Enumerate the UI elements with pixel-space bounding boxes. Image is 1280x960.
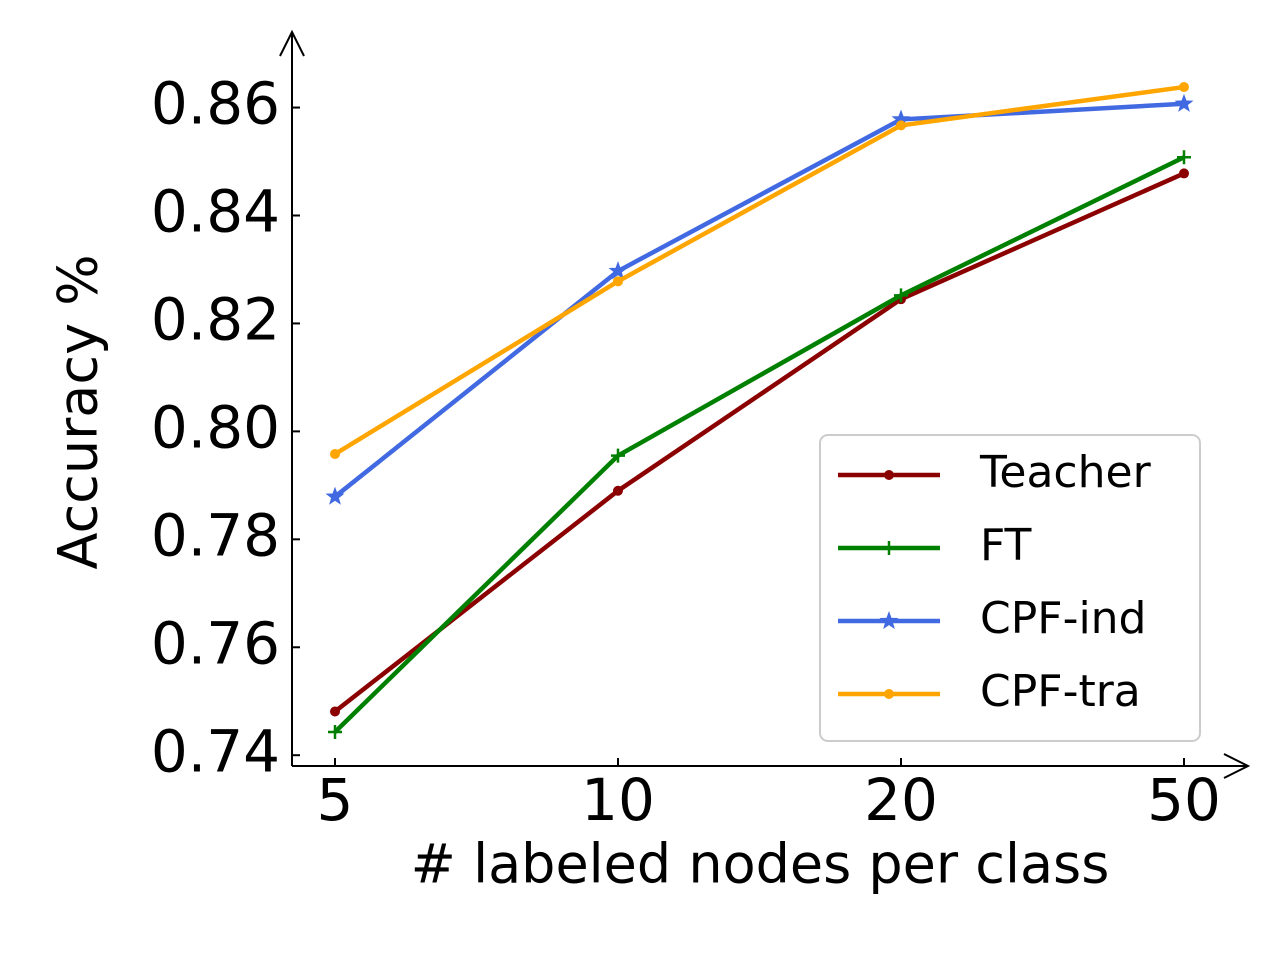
marker [1177, 150, 1191, 165]
x-tick-label: 10 [581, 766, 655, 834]
legend-label: Teacher [979, 447, 1152, 498]
marker [1179, 82, 1189, 93]
y-tick-label: 0.74 [151, 717, 280, 785]
y-axis-arrow [279, 29, 305, 57]
x-axis-arrow [1223, 753, 1251, 779]
series-line [333, 155, 1185, 734]
marker [1174, 93, 1194, 112]
marker [328, 724, 342, 739]
marker [884, 470, 894, 480]
marker [613, 485, 623, 496]
marker [879, 611, 899, 630]
marker [613, 276, 623, 287]
marker [330, 706, 340, 717]
marker [894, 288, 908, 303]
y-axis-label: Accuracy % [47, 254, 110, 569]
marker [884, 689, 894, 699]
y-tick-label: 0.76 [151, 609, 280, 677]
y-tick-label: 0.82 [151, 286, 280, 354]
x-axis-label: # labeled nodes per class [411, 833, 1110, 896]
legend-label: FT [980, 520, 1032, 571]
series-line [333, 84, 1185, 456]
x-tick-label: 5 [317, 766, 354, 834]
legend-label: CPF-tra [980, 666, 1141, 717]
legend-label: CPF-ind [980, 593, 1146, 644]
marker [330, 449, 340, 460]
marker [608, 261, 628, 280]
marker [611, 448, 625, 463]
marker [882, 541, 896, 555]
y-tick-label: 0.78 [151, 501, 280, 569]
series-line [333, 171, 1185, 714]
x-tick-label: 50 [1147, 766, 1221, 834]
y-tick-label: 0.86 [151, 70, 280, 138]
series-line [333, 101, 1185, 499]
y-tick-label: 0.80 [151, 393, 280, 461]
marker [1179, 168, 1189, 179]
marker [325, 486, 345, 505]
legend-box [819, 434, 1201, 742]
y-tick-label: 0.84 [151, 178, 280, 246]
marker [896, 120, 906, 131]
x-tick-label: 20 [864, 766, 938, 834]
